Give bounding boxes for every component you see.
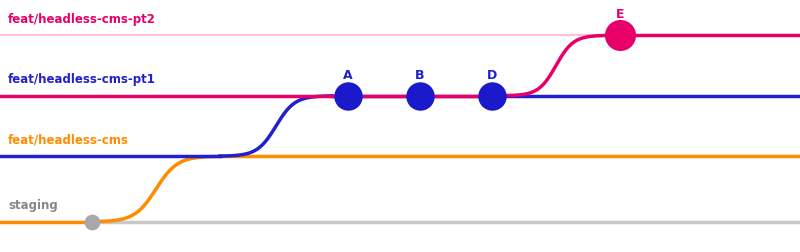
Text: A: A: [343, 69, 353, 82]
Text: feat/headless-cms-pt1: feat/headless-cms-pt1: [8, 73, 156, 86]
Point: [86, 220, 98, 224]
Text: B: B: [415, 69, 425, 82]
Text: D: D: [487, 69, 497, 82]
Text: feat/headless-cms-pt2: feat/headless-cms-pt2: [8, 13, 156, 26]
Point: [342, 94, 354, 98]
Text: feat/headless-cms: feat/headless-cms: [8, 134, 129, 147]
Point: [614, 33, 626, 37]
Point: [486, 94, 498, 98]
Text: E: E: [616, 8, 624, 21]
Point: [414, 94, 426, 98]
Text: staging: staging: [8, 199, 58, 212]
